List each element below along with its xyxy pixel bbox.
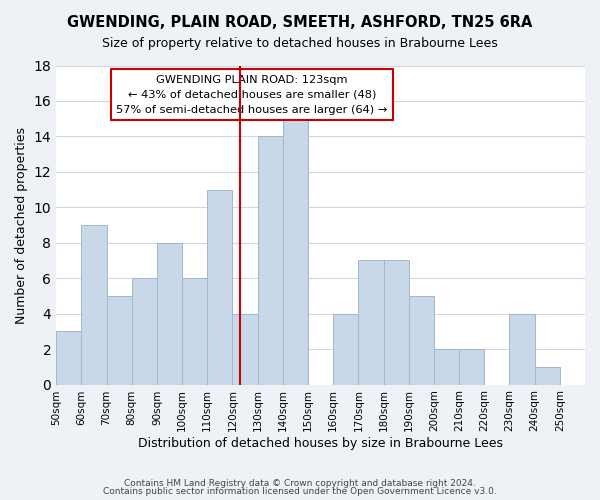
- Bar: [434, 349, 459, 384]
- Bar: [82, 225, 107, 384]
- Text: Contains HM Land Registry data © Crown copyright and database right 2024.: Contains HM Land Registry data © Crown c…: [124, 478, 476, 488]
- Bar: [333, 314, 358, 384]
- Text: GWENDING PLAIN ROAD: 123sqm
← 43% of detached houses are smaller (48)
57% of sem: GWENDING PLAIN ROAD: 123sqm ← 43% of det…: [116, 75, 388, 114]
- Bar: [157, 243, 182, 384]
- Bar: [182, 278, 207, 384]
- Bar: [107, 296, 132, 384]
- Bar: [283, 118, 308, 384]
- Bar: [409, 296, 434, 384]
- Bar: [509, 314, 535, 384]
- Text: Contains public sector information licensed under the Open Government Licence v3: Contains public sector information licen…: [103, 487, 497, 496]
- Text: GWENDING, PLAIN ROAD, SMEETH, ASHFORD, TN25 6RA: GWENDING, PLAIN ROAD, SMEETH, ASHFORD, T…: [67, 15, 533, 30]
- Bar: [358, 260, 383, 384]
- X-axis label: Distribution of detached houses by size in Brabourne Lees: Distribution of detached houses by size …: [138, 437, 503, 450]
- Bar: [56, 332, 82, 384]
- Bar: [257, 136, 283, 384]
- Text: Size of property relative to detached houses in Brabourne Lees: Size of property relative to detached ho…: [102, 38, 498, 51]
- Bar: [232, 314, 257, 384]
- Bar: [459, 349, 484, 384]
- Bar: [383, 260, 409, 384]
- Y-axis label: Number of detached properties: Number of detached properties: [15, 126, 28, 324]
- Bar: [535, 367, 560, 384]
- Bar: [207, 190, 232, 384]
- Bar: [132, 278, 157, 384]
